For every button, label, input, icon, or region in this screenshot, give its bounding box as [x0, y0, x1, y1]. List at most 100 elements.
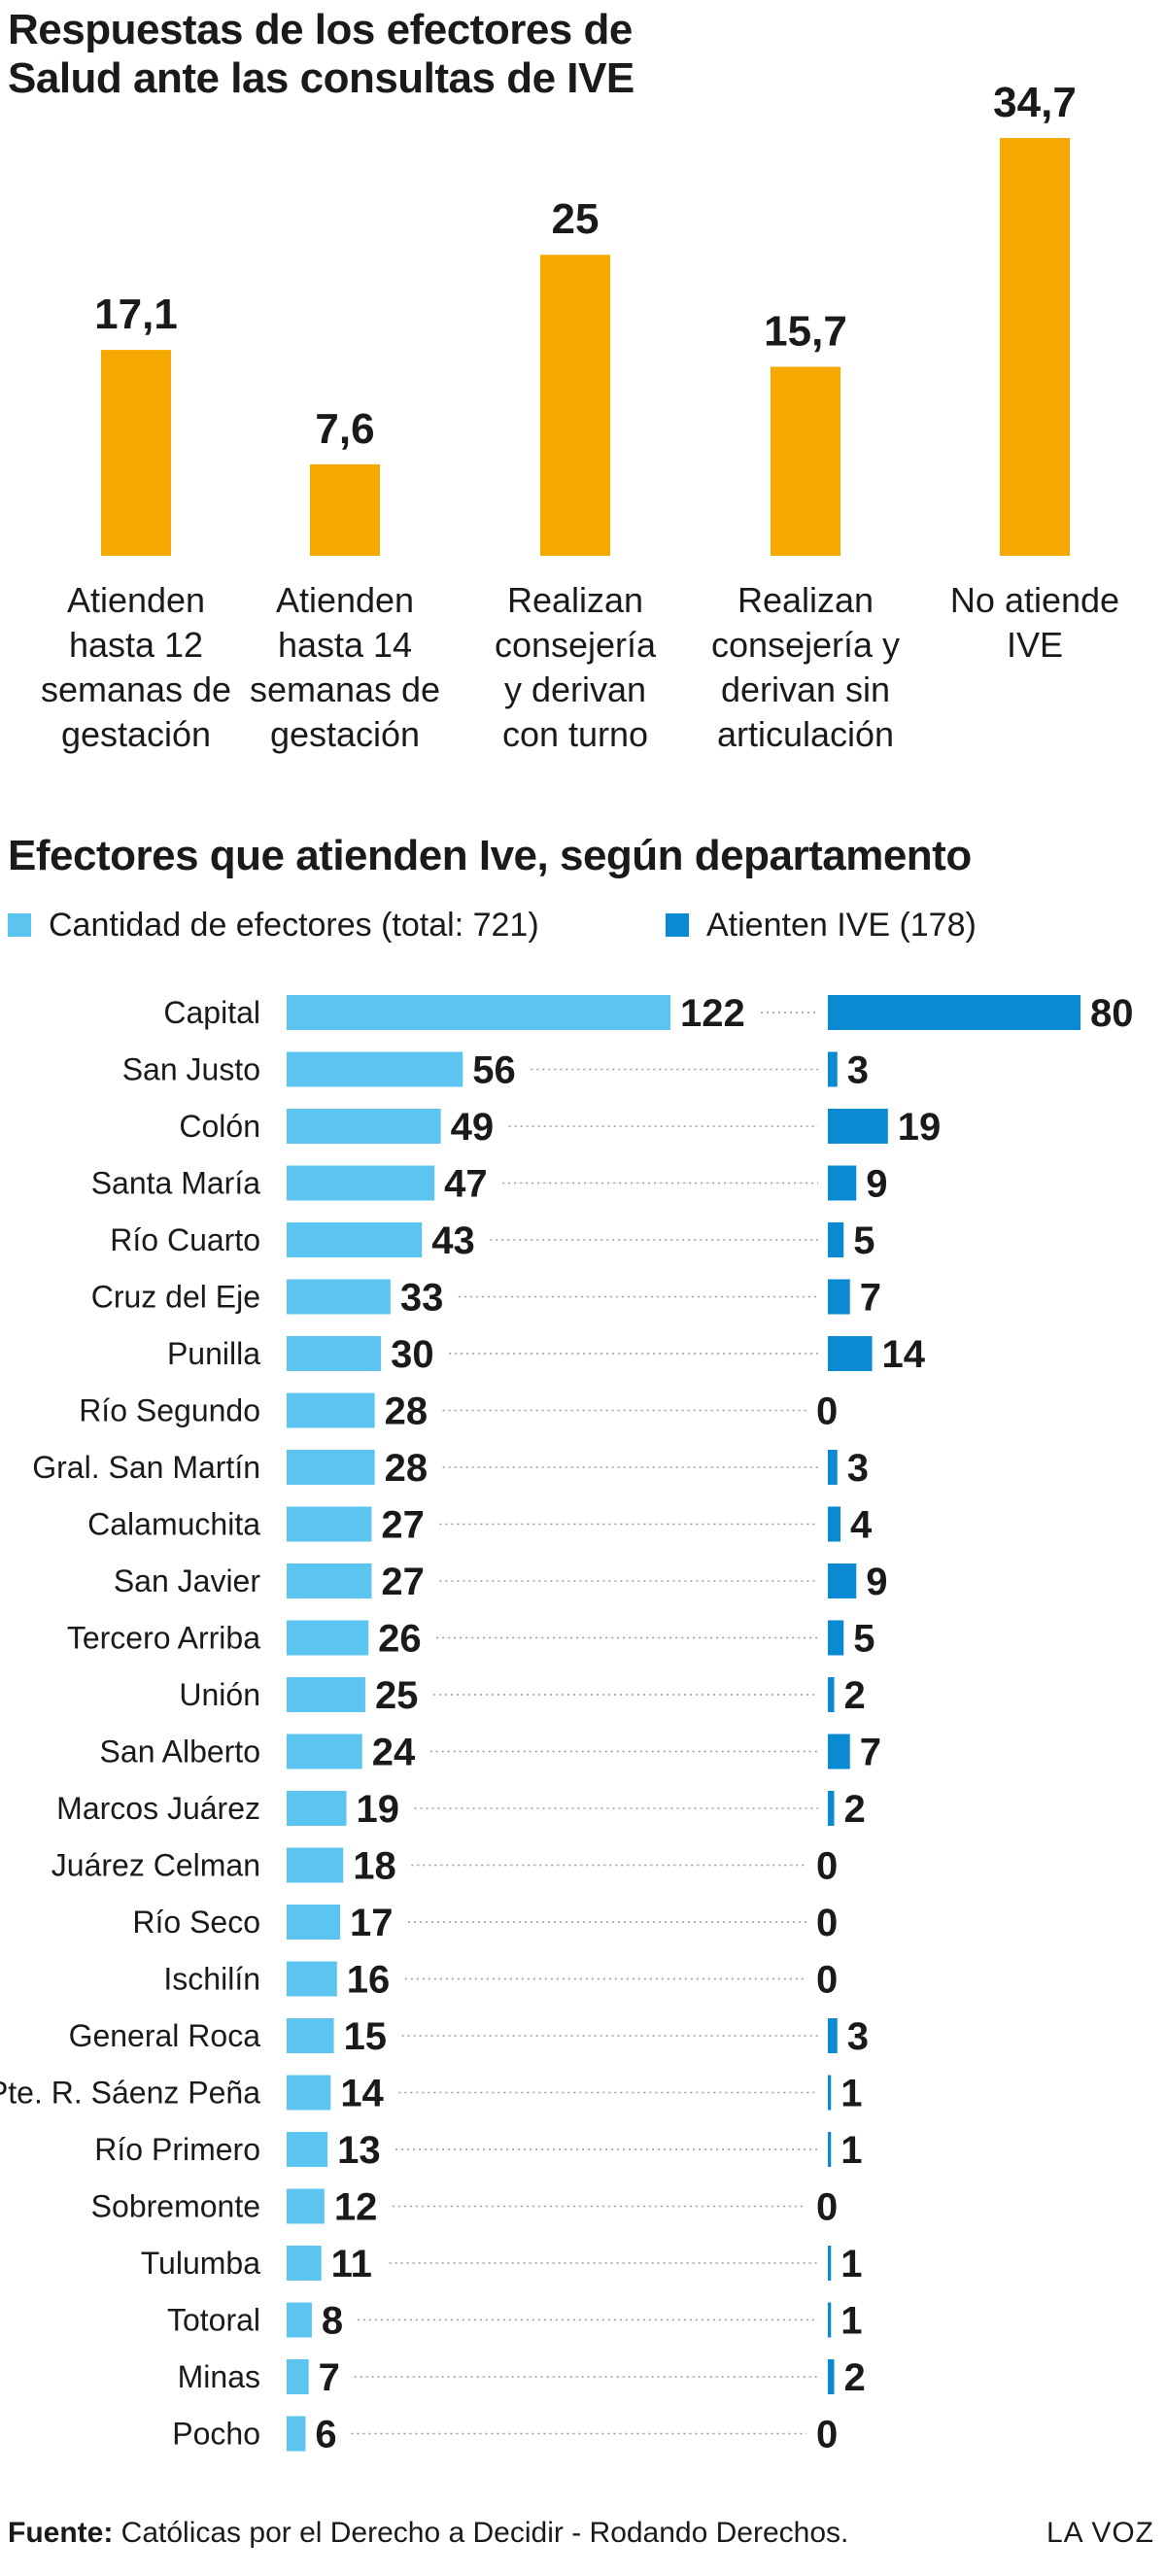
efectores-bar-16 [287, 1847, 344, 1883]
department-label-11: San Javier [114, 1563, 261, 1598]
atienden-ive-value-26: 0 [816, 2414, 838, 2456]
atienden-ive-bar-7 [828, 1336, 873, 1371]
efectores-value-15: 19 [357, 1788, 400, 1831]
efectores-bar-6 [287, 1279, 391, 1315]
atienden-ive-bar-21 [828, 2132, 832, 2167]
department-label-18: Ischilín [163, 1962, 260, 1997]
department-label-17: Río Seco [132, 1905, 260, 1940]
department-label-10: Calamuchita [87, 1507, 260, 1542]
legend-label-atienden-ive: Atienten IVE (178) [706, 906, 977, 944]
efectores-bar-15 [287, 1791, 347, 1826]
atienden-ive-value-17: 0 [816, 1902, 838, 1944]
efectores-value-19: 15 [344, 2015, 388, 2058]
atienden-ive-value-6: 7 [860, 1277, 881, 1320]
department-label-6: Cruz del Eje [91, 1280, 260, 1315]
efectores-bar-7 [287, 1336, 382, 1371]
category-label-5-line-1: No atiende [950, 580, 1119, 620]
efectores-bar-2 [287, 1051, 463, 1087]
atienden-ive-bar-10 [828, 1506, 840, 1542]
bar-value-label-4: 15,7 [764, 307, 847, 355]
atienden-ive-value-5: 5 [853, 1219, 874, 1262]
category-label-2-line-1: Atienden [276, 580, 414, 620]
efectores-value-3: 49 [451, 1106, 495, 1149]
bar-3 [540, 255, 610, 556]
department-label-25: Minas [178, 2359, 260, 2394]
atienden-ive-value-7: 14 [882, 1333, 926, 1376]
efectores-bar-24 [287, 2302, 312, 2338]
efectores-value-24: 8 [322, 2300, 343, 2343]
atienden-ive-value-12: 5 [853, 1618, 874, 1661]
department-label-14: San Alberto [100, 1735, 260, 1769]
atienden-ive-bar-12 [828, 1620, 844, 1656]
publisher-brand: LA VOZ [1046, 2517, 1154, 2549]
atienden-ive-value-19: 3 [847, 2015, 869, 2058]
atienden-ive-bar-20 [828, 2075, 832, 2111]
efectores-value-22: 12 [334, 2186, 378, 2229]
efectores-value-1: 122 [680, 992, 745, 1035]
atienden-ive-value-24: 1 [840, 2300, 862, 2343]
category-label-2-line-4: gestación [270, 714, 420, 754]
category-label-1-line-4: gestación [61, 714, 211, 754]
department-label-24: Totoral [167, 2303, 260, 2338]
bar-2 [310, 464, 380, 556]
efectores-value-21: 13 [337, 2129, 381, 2172]
efectores-bar-4 [287, 1165, 435, 1201]
efectores-bar-17 [287, 1905, 341, 1940]
efectores-bar-13 [287, 1677, 365, 1712]
bar-value-label-3: 25 [552, 195, 600, 243]
atienden-ive-value-20: 1 [840, 2073, 862, 2115]
efectores-value-14: 24 [372, 1732, 416, 1774]
atienden-ive-value-8: 0 [816, 1391, 838, 1433]
atienden-ive-value-18: 0 [816, 1959, 838, 2002]
legend-item-atienden-ive: Atienten IVE (178) [666, 906, 977, 945]
atienden-ive-value-25: 2 [844, 2356, 866, 2399]
responses-bar-chart: 17,1 Atienden hasta 12 semanas de gestación 7… [41, 79, 1119, 754]
category-label-5-line-2: IVE [1007, 625, 1063, 665]
atienden-ive-bar-3 [828, 1109, 888, 1144]
efectores-value-5: 43 [431, 1219, 475, 1262]
atienden-ive-bar-9 [828, 1450, 838, 1485]
category-label-2-line-2: hasta 14 [278, 625, 412, 665]
department-label-5: Río Cuarto [110, 1222, 260, 1257]
efectores-bar-26 [287, 2416, 306, 2452]
atienden-ive-value-3: 19 [898, 1106, 942, 1149]
category-label-4-line-3: derivan sin [721, 670, 890, 709]
efectores-value-2: 56 [472, 1049, 516, 1092]
category-label-1-line-3: semanas de [41, 670, 231, 709]
atienden-ive-bar-25 [828, 2359, 835, 2394]
efectores-value-8: 28 [385, 1391, 429, 1433]
bar-5 [1000, 138, 1070, 556]
legend-swatch-atienden-ive [666, 913, 689, 937]
efectores-value-7: 30 [391, 1333, 434, 1376]
efectores-value-13: 25 [375, 1674, 419, 1717]
atienden-ive-value-15: 2 [844, 1788, 866, 1831]
efectores-value-6: 33 [400, 1277, 444, 1320]
efectores-bar-12 [287, 1620, 369, 1656]
source-note: Fuente: Católicas por el Derecho a Decid… [8, 2517, 848, 2550]
department-label-16: Juárez Celman [51, 1848, 260, 1883]
department-label-21: Río Primero [94, 2132, 260, 2167]
category-label-2-line-3: semanas de [250, 670, 440, 709]
efectores-bar-25 [287, 2359, 309, 2394]
efectores-value-20: 14 [340, 2073, 384, 2115]
efectores-value-23: 11 [331, 2243, 372, 2285]
department-label-26: Pocho [172, 2417, 260, 2452]
efectores-bar-22 [287, 2188, 325, 2224]
efectores-value-18: 16 [347, 1959, 391, 2002]
department-label-20: Pte. R. Sáenz Peña [0, 2076, 260, 2111]
efectores-bar-19 [287, 2018, 334, 2053]
efectores-bar-20 [287, 2075, 331, 2111]
efectores-bar-21 [287, 2132, 328, 2167]
efectores-value-26: 6 [315, 2414, 336, 2456]
atienden-ive-value-2: 3 [847, 1049, 869, 1092]
efectores-value-11: 27 [381, 1561, 425, 1603]
bar-value-label-1: 17,1 [94, 291, 178, 338]
bar-value-label-2: 7,6 [315, 405, 374, 453]
department-label-22: Sobremonte [91, 2189, 260, 2224]
atienden-ive-value-9: 3 [847, 1447, 869, 1490]
atienden-ive-value-14: 7 [860, 1732, 881, 1774]
category-label-4-line-1: Realizan [737, 580, 874, 620]
source-label: Fuente: [8, 2517, 114, 2549]
category-label-1-line-2: hasta 12 [69, 625, 203, 665]
